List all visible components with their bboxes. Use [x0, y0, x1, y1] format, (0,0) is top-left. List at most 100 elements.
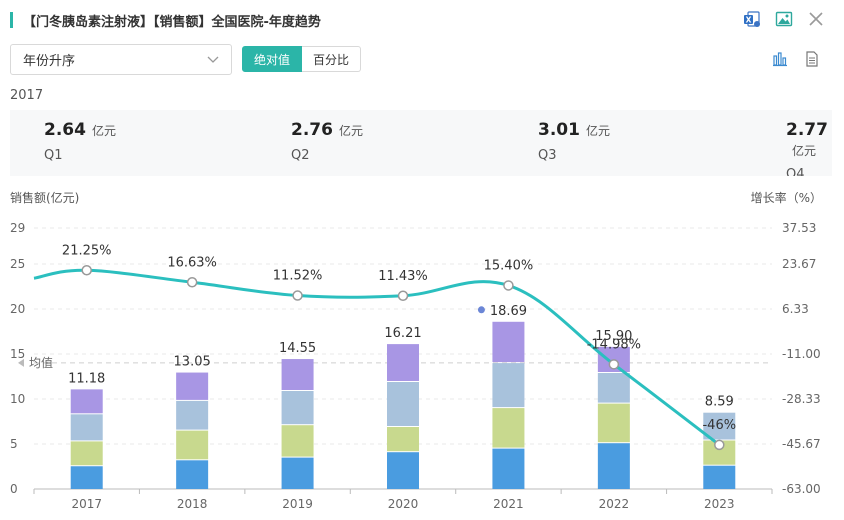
kpi-q1-label: Q1 — [44, 148, 63, 163]
y2-axis-title: 增长率（%） — [751, 190, 822, 205]
kpi-q3-value: 3.01 — [538, 120, 580, 140]
kpi-unit: 亿元 — [338, 124, 363, 138]
bar-segment — [281, 359, 314, 390]
kpi-q1: 2.64 亿元 Q1 — [44, 120, 116, 163]
document-icon[interactable] — [802, 49, 822, 69]
growth-rate-label: -46% — [702, 418, 736, 433]
kpi-unit: 亿元 — [91, 124, 116, 138]
kpi-q3-label: Q3 — [538, 148, 557, 163]
bar-segment — [176, 400, 209, 430]
bar-layer — [70, 321, 736, 489]
bar-segment — [176, 460, 209, 489]
label-layer: 11.18 13.05 14.55 16.21 18.69 15.90 8.59 21.25%… — [62, 243, 736, 433]
bar-segment — [703, 465, 736, 489]
growth-point — [186, 277, 198, 288]
value-mode-toggle: 绝对值 百分比 — [242, 46, 362, 72]
bar-segment — [492, 363, 525, 408]
excel-export-icon[interactable]: X — [742, 9, 762, 29]
bar-segment — [387, 452, 419, 489]
y-tick-label: 20 — [10, 302, 25, 316]
growth-rate-label: 21.25% — [62, 243, 112, 258]
quarter-kpi-strip: 2.64 亿元 Q1 2.76 亿元 Q2 3.01 亿元 Q3 2.77 亿元 Q4 — [10, 110, 832, 176]
growth-line-layer — [33, 265, 725, 451]
total-value-label: 18.69 — [490, 304, 527, 319]
bar-segment — [387, 344, 419, 381]
y2-tick-label: 23.67 — [782, 257, 816, 271]
y2-tick-label: 37.53 — [782, 221, 816, 235]
x-tick-label: 2018 — [177, 497, 208, 511]
growth-rate-label: 15.40% — [484, 258, 534, 273]
title-accent-bar — [10, 12, 13, 28]
growth-rate-label: 11.52% — [273, 269, 323, 284]
kpi-q4-value: 2.77 — [786, 120, 828, 140]
total-value-label: 16.21 — [384, 326, 421, 341]
average-label: 均值 — [29, 355, 53, 370]
view-switcher — [770, 49, 822, 69]
bar-segment — [281, 457, 314, 489]
bar-segment — [597, 373, 630, 403]
kpi-unit: 亿元 — [792, 144, 817, 158]
x-tick-label: 2021 — [493, 497, 524, 511]
bar-chart-icon[interactable] — [770, 49, 790, 69]
sort-order-select[interactable]: 年份升序 — [10, 44, 232, 75]
sort-order-value: 年份升序 — [23, 54, 76, 69]
total-value-label: 15.90 — [595, 329, 632, 344]
x-tick-label: 2019 — [282, 497, 313, 511]
bar-segment — [70, 414, 103, 441]
kpi-unit: 亿元 — [585, 124, 610, 138]
chart-title-bar: 【门冬胰岛素注射液】【销售额】全国医院-年度趋势 — [10, 10, 321, 30]
chart-title: 【门冬胰岛素注射液】【销售额】全国医院-年度趋势 — [23, 14, 321, 30]
kpi-year-label: 2017 — [10, 88, 44, 103]
kpi-q2: 2.76 亿元 Q2 — [291, 120, 363, 163]
bar-segment — [597, 443, 630, 489]
y-tick-label: 15 — [10, 347, 25, 361]
bar-segment — [492, 321, 525, 363]
bar-segment — [70, 441, 103, 466]
total-value-label: 11.18 — [68, 371, 105, 386]
total-value-label: 14.55 — [279, 341, 316, 356]
total-value-label: 13.05 — [174, 355, 211, 370]
x-tick-label: 2020 — [388, 497, 419, 511]
kpi-q4-label: Q4 — [786, 167, 805, 176]
kpi-q1-value: 2.64 — [44, 120, 86, 140]
growth-point — [81, 265, 92, 276]
kpi-q4: 2.77 亿元 Q4 — [786, 120, 832, 176]
y2-tick-label: -45.67 — [782, 437, 821, 451]
average-marker — [18, 358, 24, 367]
growth-point — [292, 290, 303, 301]
growth-point — [714, 439, 725, 451]
bar-segment — [281, 391, 314, 425]
x-tick-label: 2022 — [599, 497, 630, 511]
growth-point — [503, 280, 514, 291]
y-axis-title: 销售额(亿元) — [10, 190, 79, 205]
x-tick-label: 2017 — [71, 497, 102, 511]
y-tick-label: 25 — [10, 257, 25, 271]
y-tick-label: 10 — [10, 392, 25, 406]
toggle-absolute-button[interactable]: 绝对值 — [242, 46, 303, 72]
bar-segment — [387, 427, 419, 452]
image-export-icon[interactable] — [774, 9, 794, 29]
bar-segment — [387, 382, 419, 426]
svg-text:X: X — [746, 16, 752, 25]
bar-segment — [492, 448, 525, 489]
kpi-q3: 3.01 亿元 Q3 — [538, 120, 610, 163]
bar-segment — [176, 372, 209, 400]
growth-rate-label: 11.43% — [378, 269, 428, 284]
kpi-q2-label: Q2 — [291, 148, 310, 163]
y-tick-label: 29 — [10, 221, 25, 235]
bar-segment — [70, 389, 103, 414]
kpi-q2-value: 2.76 — [291, 120, 333, 140]
toggle-percent-button[interactable]: 百分比 — [302, 46, 362, 72]
bar-segment — [281, 425, 314, 457]
y2-tick-label: -11.00 — [782, 347, 821, 361]
top-toolbar: X — [742, 9, 826, 29]
y2-tick-label: -63.00 — [782, 482, 821, 496]
total-value-label: 8.59 — [705, 395, 734, 410]
x-tick-label: 2023 — [704, 497, 735, 511]
y2-tick-label: 6.33 — [782, 302, 809, 316]
close-icon[interactable] — [806, 9, 826, 29]
growth-rate-label: 16.63% — [167, 255, 217, 270]
max-value-marker — [477, 306, 485, 314]
bar-segment — [176, 430, 209, 460]
